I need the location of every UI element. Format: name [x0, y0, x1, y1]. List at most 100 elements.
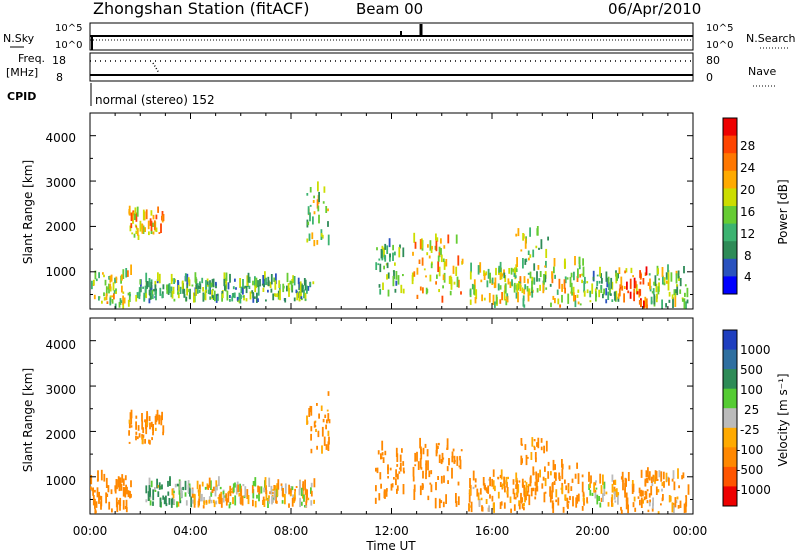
velocity-cell: [306, 489, 308, 498]
velocity-cell: [655, 486, 658, 495]
power-cell: [130, 264, 132, 275]
velocity-cell: [176, 501, 178, 508]
power-cell: [272, 293, 275, 301]
power-cell: [148, 231, 150, 236]
power-cell: [577, 301, 580, 305]
velocity-cell: [662, 471, 665, 480]
power-cell: [300, 289, 302, 298]
velocity-cell: [602, 493, 604, 502]
power-cell: [457, 279, 460, 288]
nsky-tick-low: 10^0: [55, 40, 82, 51]
power-cell: [486, 280, 489, 288]
velocity-colorbar-tick: -500: [736, 463, 763, 477]
power-cell: [150, 220, 153, 231]
power-cell: [115, 277, 118, 280]
power-cell: [193, 292, 195, 303]
velocity-cell: [589, 489, 592, 496]
velocity-cell: [469, 488, 472, 496]
velocity-cell: [532, 487, 535, 492]
velocity-cell: [593, 482, 595, 493]
power-cell: [639, 281, 642, 285]
power-cell: [212, 295, 215, 300]
velocity-cell: [647, 509, 650, 513]
power-cell: [184, 273, 187, 282]
power-cell: [481, 294, 483, 302]
x-tick-label: 08:00: [274, 524, 309, 538]
velocity-cell: [146, 421, 149, 426]
power-cell: [195, 276, 197, 284]
power-cell: [473, 279, 476, 289]
nave-tick-low: 0: [706, 71, 713, 84]
velocity-cell: [492, 480, 495, 490]
velocity-cell: [299, 480, 301, 490]
velocity-cell: [162, 495, 165, 500]
velocity-cell: [632, 483, 635, 493]
power-cell: [199, 281, 201, 285]
power-cell: [600, 285, 603, 290]
velocity-cell: [304, 488, 307, 495]
power-cell: [668, 299, 671, 303]
velocity-cell: [105, 477, 108, 488]
power-cell: [460, 291, 462, 295]
power-cell: [683, 298, 686, 309]
velocity-cell: [271, 495, 273, 505]
x-tick-label: 16:00: [475, 524, 510, 538]
power-cell: [114, 303, 117, 309]
power-cell: [531, 276, 534, 284]
power-cell: [515, 264, 518, 272]
velocity-cell: [141, 413, 143, 422]
power-cell: [139, 286, 142, 293]
power-cell: [383, 254, 386, 260]
power-cell: [469, 299, 472, 305]
velocity-cell: [500, 469, 503, 480]
velocity-cell: [663, 481, 665, 488]
velocity-cell: [316, 445, 318, 450]
power-cell: [617, 296, 620, 302]
power-cell: [213, 290, 216, 300]
velocity-cell: [260, 486, 263, 494]
velocity-cell: [557, 497, 560, 506]
power-cell: [599, 266, 601, 277]
velocity-cell: [199, 496, 202, 500]
velocity-cell: [646, 489, 649, 492]
velocity-cell: [425, 473, 427, 480]
power-cell: [313, 240, 316, 247]
velocity-cell: [128, 430, 130, 436]
power-cell: [223, 278, 226, 287]
velocity-cell: [377, 450, 380, 455]
velocity-cell: [318, 413, 320, 419]
velocity-cell: [187, 480, 190, 489]
power-cell: [480, 279, 483, 283]
velocity-cell: [198, 498, 200, 506]
power-cell: [536, 288, 539, 293]
velocity-cell: [149, 422, 151, 430]
velocity-cell: [419, 437, 421, 449]
nsky-tick-high: 10^5: [55, 23, 82, 34]
power-cell: [152, 214, 155, 220]
power-cell: [499, 285, 502, 290]
power-cell: [322, 201, 325, 204]
velocity-cell: [125, 484, 127, 492]
power-cell: [123, 297, 126, 304]
power-cell: [684, 292, 686, 297]
power-cell: [611, 299, 614, 302]
velocity-cell: [658, 470, 661, 478]
power-cell: [227, 282, 230, 290]
power-cell: [198, 289, 201, 293]
power-cell: [309, 204, 312, 207]
power-cell: [450, 277, 453, 285]
velocity-cell: [529, 477, 532, 487]
power-cell: [388, 238, 391, 248]
power-cell: [229, 273, 231, 283]
velocity-cell: [316, 403, 318, 406]
power-cell: [307, 286, 310, 291]
power-cell: [392, 244, 394, 251]
velocity-cell: [600, 485, 603, 494]
velocity-cell: [521, 443, 523, 446]
velocity-cell: [396, 488, 398, 494]
velocity-cell: [307, 497, 310, 501]
power-cell: [522, 233, 524, 241]
power-cell: [154, 280, 157, 288]
power-cell: [418, 259, 421, 264]
velocity-cell: [483, 483, 486, 489]
